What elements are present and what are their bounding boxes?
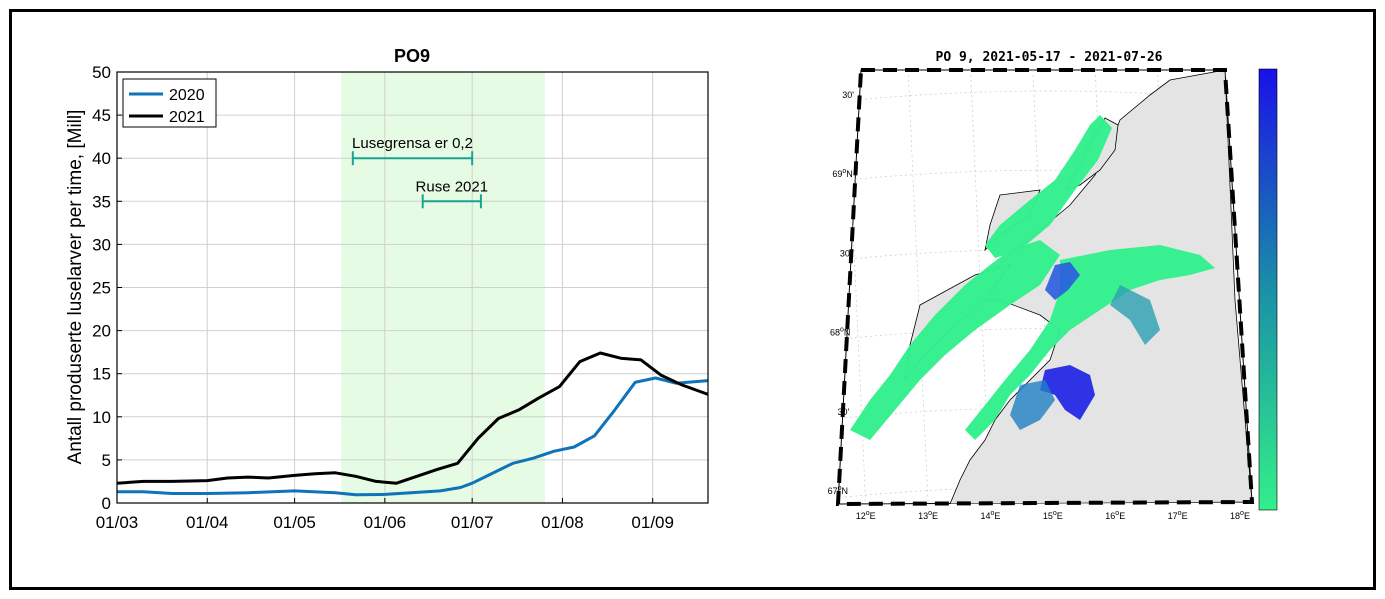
lon-tick-label: 14oE [981,510,1001,521]
chart-title: PO9 [394,46,430,66]
lon-hemisphere: E [994,511,1000,521]
lat-degree-symbol: o [842,168,846,175]
field-vestfjord [965,245,1215,440]
map-content [844,70,1252,504]
y-axis: 0 5 10 15 20 25 30 35 40 45 50 [92,63,122,513]
lat-tick-label: 68oN [830,327,850,338]
lon-hemisphere: E [932,511,938,521]
y-axis-title: Antall produserte luselarver per time, [… [65,110,86,465]
y-tick-label: 40 [92,149,111,168]
lon-degree: 14 [981,511,991,521]
lon-degree-symbol: o [866,510,870,517]
lon-hemisphere: E [1119,511,1125,521]
y-tick-label: 25 [92,279,111,298]
y-tick-label: 5 [102,451,111,470]
lat-degree-symbol: o [838,485,842,492]
lon-tick-label: 17oE [1168,510,1188,521]
colorbar [1258,68,1278,511]
lon-degree: 13 [918,511,928,521]
field-lofoten [850,240,1060,440]
field-hotspot-1 [1045,262,1080,300]
lon-degree: 15 [1043,511,1053,521]
lat-degree: 30' [837,407,849,417]
y-tick-label: 35 [92,192,111,211]
x-tick-label: 01/09 [631,513,674,532]
lon-tick-label: 16oE [1105,510,1125,521]
lat-tick-label: 67oN [828,485,848,496]
field-hotspot-2 [1040,365,1095,420]
lat-tick-label: 30' [837,407,849,417]
lon-hemisphere: E [1182,511,1188,521]
y-tick-label: 0 [102,494,111,513]
x-tick-label: 01/03 [96,513,139,532]
lat-tick-label: 30' [842,90,854,100]
lat-degree: 30' [842,90,854,100]
lat-hemisphere: N [844,328,851,338]
x-tick-label: 01/06 [364,513,407,532]
annotation-label: Lusegrensa er 0,2 [352,135,473,152]
legend-label: 2020 [169,87,205,104]
y-tick-label: 30 [92,235,111,254]
lon-degree-symbol: o [1178,510,1182,517]
legend-label: 2021 [169,109,205,126]
y-tick-label: 15 [92,365,111,384]
lon-tick-label: 18oE [1230,510,1250,521]
legend: 2020 2021 [122,78,217,128]
lon-hemisphere: E [870,511,876,521]
lon-tick-label: 15oE [1043,510,1063,521]
lon-degree-symbol: o [928,510,932,517]
lon-degree: 17 [1168,511,1178,521]
lat-tick-label: 30' [840,248,852,258]
lat-tick-label: 69oN [832,168,852,179]
map-title: PO 9, 2021-05-17 - 2021-07-26 [936,50,1163,65]
x-tick-label: 01/08 [541,513,584,532]
y-tick-label: 50 [92,63,111,82]
annotation-bracket: Lusegrensa er 0,2 [351,135,474,166]
legend-box [122,78,217,128]
lon-degree-symbol: o [1053,510,1057,517]
series-line-2021 [116,351,709,485]
lat-hemisphere: N [846,169,853,179]
x-tick-label: 01/05 [273,513,316,532]
series-layer [116,351,709,497]
lon-hemisphere: E [1244,511,1250,521]
annotation-layer: Lusegrensa er 0,2 Ruse 2021 [351,135,489,209]
field-north-coast [985,115,1112,258]
lat-degree: 69 [832,169,842,179]
map-lon-axis: 12oE 13oE 14oE 15oE 16oE 17oE 18oE [856,510,1250,521]
lon-degree: 16 [1105,511,1115,521]
field-hotspot-3 [1010,380,1055,430]
series-line-2020 [117,376,709,497]
field-fjord-arm [1110,285,1160,345]
x-tick-label: 01/07 [451,513,494,532]
lon-degree-symbol: o [1240,510,1244,517]
map-border [835,68,1255,507]
lon-tick-label: 13oE [918,510,938,521]
x-tick-label: 01/04 [186,513,229,532]
lon-degree-symbol: o [991,510,995,517]
lat-degree-symbol: o [840,327,844,334]
y-tick-label: 20 [92,322,111,341]
lat-hemisphere: N [842,486,849,496]
y-tick-label: 45 [92,106,111,125]
lon-degree: 12 [856,511,866,521]
lon-degree-symbol: o [1115,510,1119,517]
lat-degree: 30' [840,248,852,258]
lat-degree: 67 [828,486,838,496]
lon-hemisphere: E [1057,511,1063,521]
heatmap-map: PO 9, 2021-05-17 - 2021-07-26 12oE 13oE 14… [828,50,1278,521]
lon-degree: 18 [1230,511,1240,521]
lat-degree: 68 [830,328,840,338]
annotation-label: Ruse 2021 [416,178,489,195]
x-axis: 01/03 01/04 01/05 01/06 01/07 01/08 01/09 [96,498,674,532]
annotation-bracket: Ruse 2021 [416,178,489,209]
lon-tick-label: 12oE [856,510,876,521]
y-tick-label: 10 [92,408,111,427]
